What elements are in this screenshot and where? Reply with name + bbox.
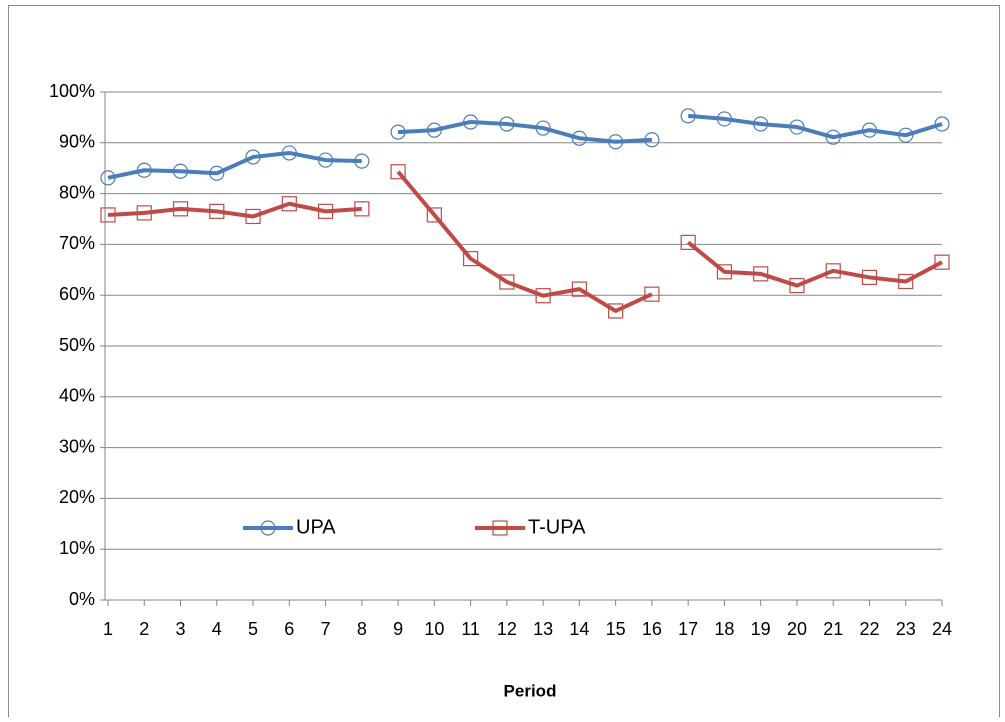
x-tick-label: 21 <box>823 619 843 639</box>
legend-label: UPA <box>296 516 336 538</box>
x-tick-label: 11 <box>461 619 480 639</box>
marker <box>317 152 334 168</box>
marker <box>245 149 261 165</box>
x-tick-label: 7 <box>321 619 331 639</box>
y-tick-label: 10% <box>59 538 95 558</box>
marker <box>861 122 878 138</box>
x-tick-label: 23 <box>896 619 916 639</box>
marker <box>571 130 587 146</box>
x-tick-label: 19 <box>751 619 771 639</box>
marker <box>390 164 406 180</box>
x-tick-label: 2 <box>139 619 149 639</box>
y-tick-label: 40% <box>59 386 95 406</box>
marker <box>571 281 587 297</box>
marker <box>463 251 479 267</box>
marker <box>789 119 805 135</box>
marker <box>100 170 116 186</box>
marker <box>825 129 841 145</box>
y-tick-label: 50% <box>59 335 95 355</box>
marker <box>463 114 479 130</box>
marker <box>136 162 152 178</box>
series-line <box>688 113 943 140</box>
x-tick-label: 1 <box>103 619 113 639</box>
marker <box>680 234 696 250</box>
marker <box>281 145 297 161</box>
y-tick-label: 90% <box>59 132 95 152</box>
marker <box>426 122 442 138</box>
x-tick-label: 24 <box>932 619 952 639</box>
marker <box>608 134 624 150</box>
x-tick-label: 16 <box>642 619 662 639</box>
marker <box>317 203 334 219</box>
series-line <box>107 201 362 219</box>
marker <box>898 127 914 143</box>
marker <box>789 277 805 294</box>
series-line <box>686 240 943 288</box>
marker <box>680 108 696 124</box>
marker <box>535 288 551 304</box>
x-tick-label: 17 <box>678 619 698 639</box>
x-axis-label: Period <box>504 681 557 700</box>
marker <box>354 201 370 217</box>
y-tick-label: 60% <box>59 284 95 304</box>
x-tick-label: 5 <box>248 619 258 639</box>
x-tick-label: 6 <box>284 619 294 639</box>
marker <box>898 273 914 290</box>
marker <box>753 266 769 282</box>
x-tick-label: 12 <box>497 619 517 639</box>
x-tick-label: 20 <box>787 619 807 639</box>
marker <box>100 207 116 223</box>
x-tick-label: 15 <box>606 619 626 639</box>
x-tick-label: 9 <box>393 619 403 639</box>
x-tick-label: 4 <box>212 619 222 639</box>
marker <box>209 165 225 181</box>
legend-label: T-UPA <box>528 516 586 538</box>
y-tick-label: 80% <box>59 182 95 202</box>
y-tick-label: 20% <box>59 487 95 507</box>
x-tick-label: 10 <box>424 619 444 639</box>
marker <box>499 116 515 132</box>
marker <box>260 520 276 536</box>
marker <box>644 286 660 302</box>
marker <box>535 120 551 136</box>
y-tick-label: 0% <box>69 589 95 609</box>
marker <box>209 203 225 219</box>
marker <box>861 269 878 286</box>
y-tick-label: 30% <box>59 436 95 456</box>
marker <box>172 201 189 217</box>
marker <box>136 205 152 221</box>
marker <box>492 520 508 536</box>
marker <box>934 116 950 132</box>
marker <box>172 163 189 179</box>
marker <box>281 196 297 212</box>
marker <box>390 124 406 140</box>
marker <box>499 274 515 290</box>
x-tick-label: 8 <box>357 619 367 639</box>
x-tick-label: 13 <box>533 619 553 639</box>
marker <box>716 111 733 127</box>
marker <box>934 254 950 270</box>
y-tick-label: 100% <box>49 81 95 101</box>
marker <box>354 153 370 169</box>
x-tick-label: 14 <box>569 619 589 639</box>
series-line <box>107 150 362 180</box>
marker <box>608 303 624 319</box>
x-tick-label: 3 <box>176 619 186 639</box>
x-tick-label: 22 <box>859 619 879 639</box>
marker <box>644 132 660 148</box>
marker <box>716 264 733 280</box>
marker <box>825 263 841 279</box>
chart-frame <box>8 5 1000 722</box>
marker <box>245 208 261 225</box>
y-tick-label: 70% <box>59 233 95 253</box>
marker <box>753 116 769 132</box>
series-line <box>397 119 653 144</box>
x-tick-label: 18 <box>714 619 734 639</box>
marker <box>426 207 442 223</box>
